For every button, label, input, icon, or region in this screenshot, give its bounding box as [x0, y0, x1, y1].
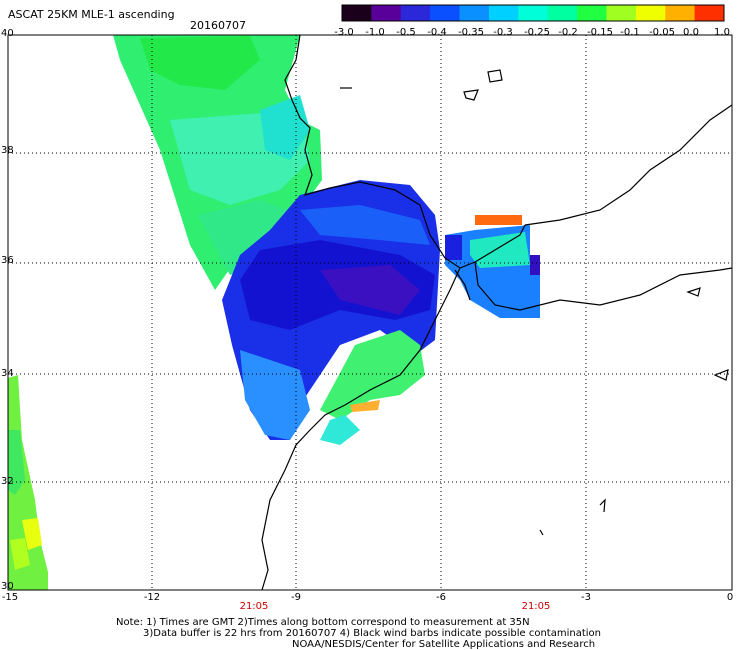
note-line-1: Note: 1) Times are GMT 2)Times along bot…	[116, 617, 530, 628]
colorbar-tick: -0.25	[524, 27, 550, 38]
colorbar-swatch	[518, 5, 549, 21]
swath-north	[113, 35, 322, 290]
pass-time: 21:05	[239, 601, 269, 612]
lat-label: 36	[1, 255, 14, 266]
lat-label: 38	[1, 145, 14, 156]
colorbar-tick: -3.0	[334, 27, 354, 38]
lat-label: 34	[1, 368, 14, 379]
lon-label: 0	[726, 592, 734, 603]
colorbar-swatch	[694, 5, 725, 21]
note-line-2: 3)Data buffer is 22 hrs from 20160707 4)…	[143, 628, 601, 639]
colorbar-tick: -0.35	[458, 27, 484, 38]
lat-label: 40	[1, 28, 14, 39]
coastline	[261, 34, 733, 591]
lon-label: -15	[1, 592, 19, 603]
colorbar-swatch	[430, 5, 461, 21]
lon-label: -12	[143, 592, 161, 603]
map-title: ASCAT 25KM MLE-1 ascending	[8, 8, 175, 21]
lon-label: -9	[291, 592, 301, 603]
colorbar-tick: -0.15	[587, 27, 613, 38]
colorbar-swatch	[577, 5, 607, 21]
colorbar-swatch	[635, 5, 666, 21]
swath-coast	[320, 330, 425, 445]
colorbar-swatch	[459, 5, 490, 21]
lat-label: 30	[1, 581, 14, 592]
colorbar-tick: -1.0	[365, 27, 385, 38]
colorbar-swatch	[547, 5, 578, 21]
pass-time: 21:05	[521, 601, 551, 612]
colorbar-swatch	[342, 5, 372, 21]
colorbar-swatch	[665, 5, 696, 21]
colorbar-tick: -0.5	[396, 27, 416, 38]
colorbar-swatch	[371, 5, 402, 21]
lon-label: -6	[436, 592, 446, 603]
colorbar-tick: -0.1	[620, 27, 640, 38]
map-frame	[7, 34, 733, 591]
colorbar-tick: 1.0	[714, 27, 730, 38]
colorbar-swatch	[400, 5, 431, 21]
map-date: 20160707	[190, 19, 246, 32]
colorbar-tick: -0.4	[427, 27, 447, 38]
colorbar	[341, 4, 725, 22]
colorbar-tick: -0.3	[493, 27, 513, 38]
colorbar-tick: -0.2	[558, 27, 578, 38]
graticule	[8, 35, 732, 590]
lat-label: 32	[1, 476, 14, 487]
colorbar-border	[341, 4, 725, 22]
note-line-3: NOAA/NESDIS/Center for Satellite Applica…	[292, 639, 596, 650]
colorbar-swatch	[488, 5, 519, 21]
colorbar-tick: 0.0	[683, 27, 699, 38]
colorbar-swatch	[606, 5, 637, 21]
colorbar-tick: -0.05	[649, 27, 675, 38]
lon-label: -3	[581, 592, 591, 603]
